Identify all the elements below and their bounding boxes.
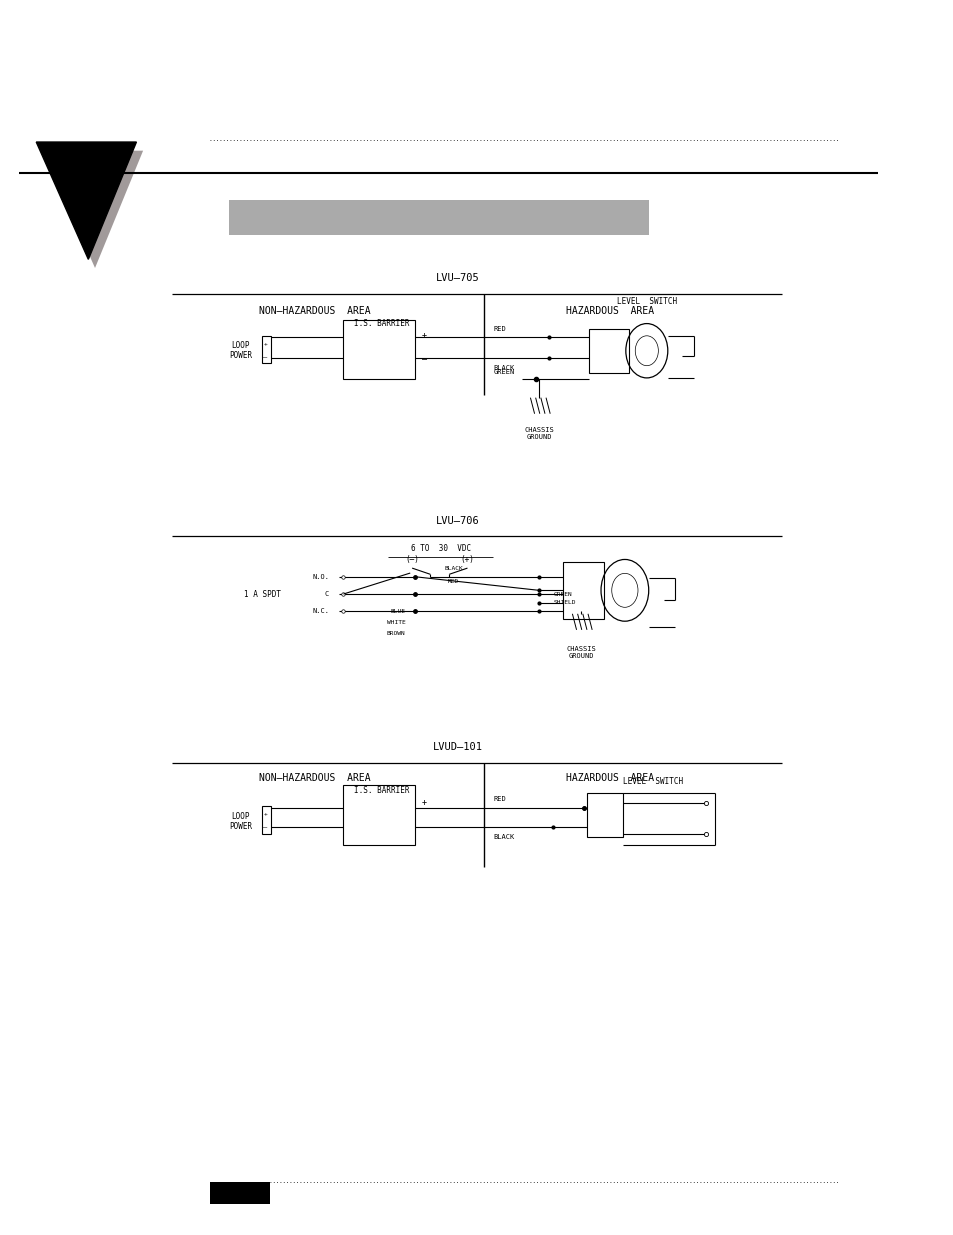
Text: LVU–705: LVU–705: [436, 273, 479, 283]
Text: CHASSIS
GROUND: CHASSIS GROUND: [565, 646, 596, 658]
Text: LEVEL  SWITCH: LEVEL SWITCH: [616, 296, 677, 306]
Text: +: +: [421, 331, 426, 341]
Polygon shape: [36, 142, 136, 259]
Bar: [229, 200, 648, 235]
Text: LOOP
POWER: LOOP POWER: [229, 811, 252, 831]
Text: RED: RED: [447, 579, 458, 584]
Text: BLACK: BLACK: [493, 366, 514, 370]
Text: BLACK: BLACK: [444, 566, 463, 571]
Text: GREEN: GREEN: [493, 369, 514, 374]
Text: LOOP
POWER: LOOP POWER: [229, 341, 252, 361]
Text: –: –: [421, 823, 426, 832]
Text: N.C.: N.C.: [312, 609, 329, 614]
Polygon shape: [43, 151, 143, 268]
Text: N.O.: N.O.: [312, 574, 329, 579]
Text: –: –: [263, 825, 267, 831]
Text: (–): (–): [405, 555, 418, 564]
Text: HAZARDOUS  AREA: HAZARDOUS AREA: [566, 306, 654, 316]
Text: NON–HAZARDOUS  AREA: NON–HAZARDOUS AREA: [258, 773, 371, 783]
Text: WHITE: WHITE: [386, 620, 405, 625]
Text: +: +: [421, 798, 426, 808]
Bar: [343, 785, 415, 845]
Text: NON–HAZARDOUS  AREA: NON–HAZARDOUS AREA: [258, 306, 371, 316]
Text: –: –: [263, 354, 267, 361]
Text: RED: RED: [493, 326, 505, 331]
Text: LVUD–101: LVUD–101: [433, 742, 482, 752]
Text: BLACK: BLACK: [493, 835, 514, 840]
Text: BROWN: BROWN: [386, 631, 405, 636]
Bar: [262, 336, 271, 363]
Text: LEVEL  SWITCH: LEVEL SWITCH: [622, 777, 683, 787]
Bar: [210, 1182, 270, 1204]
Text: 1 A SPDT: 1 A SPDT: [244, 589, 281, 599]
Text: CHASSIS
GROUND: CHASSIS GROUND: [523, 427, 554, 440]
Text: I.S. BARRIER: I.S. BARRIER: [354, 319, 409, 329]
Text: GREEN: GREEN: [553, 592, 572, 597]
Text: BLUE: BLUE: [390, 609, 405, 614]
Text: RED: RED: [493, 797, 505, 802]
Text: (+): (+): [460, 555, 474, 564]
Bar: [343, 320, 415, 379]
Text: +: +: [263, 811, 267, 816]
Text: HAZARDOUS  AREA: HAZARDOUS AREA: [566, 773, 654, 783]
Text: 6 TO  30  VDC: 6 TO 30 VDC: [410, 543, 471, 553]
Bar: [562, 562, 603, 619]
Text: –: –: [421, 354, 426, 364]
Text: +: +: [263, 341, 267, 346]
Bar: [588, 329, 628, 373]
Text: C: C: [325, 592, 329, 597]
Bar: [262, 806, 271, 834]
Text: LVU–706: LVU–706: [436, 516, 479, 526]
Bar: [586, 793, 622, 837]
Text: SHIELD: SHIELD: [553, 600, 576, 605]
Text: I.S. BARRIER: I.S. BARRIER: [354, 785, 409, 795]
